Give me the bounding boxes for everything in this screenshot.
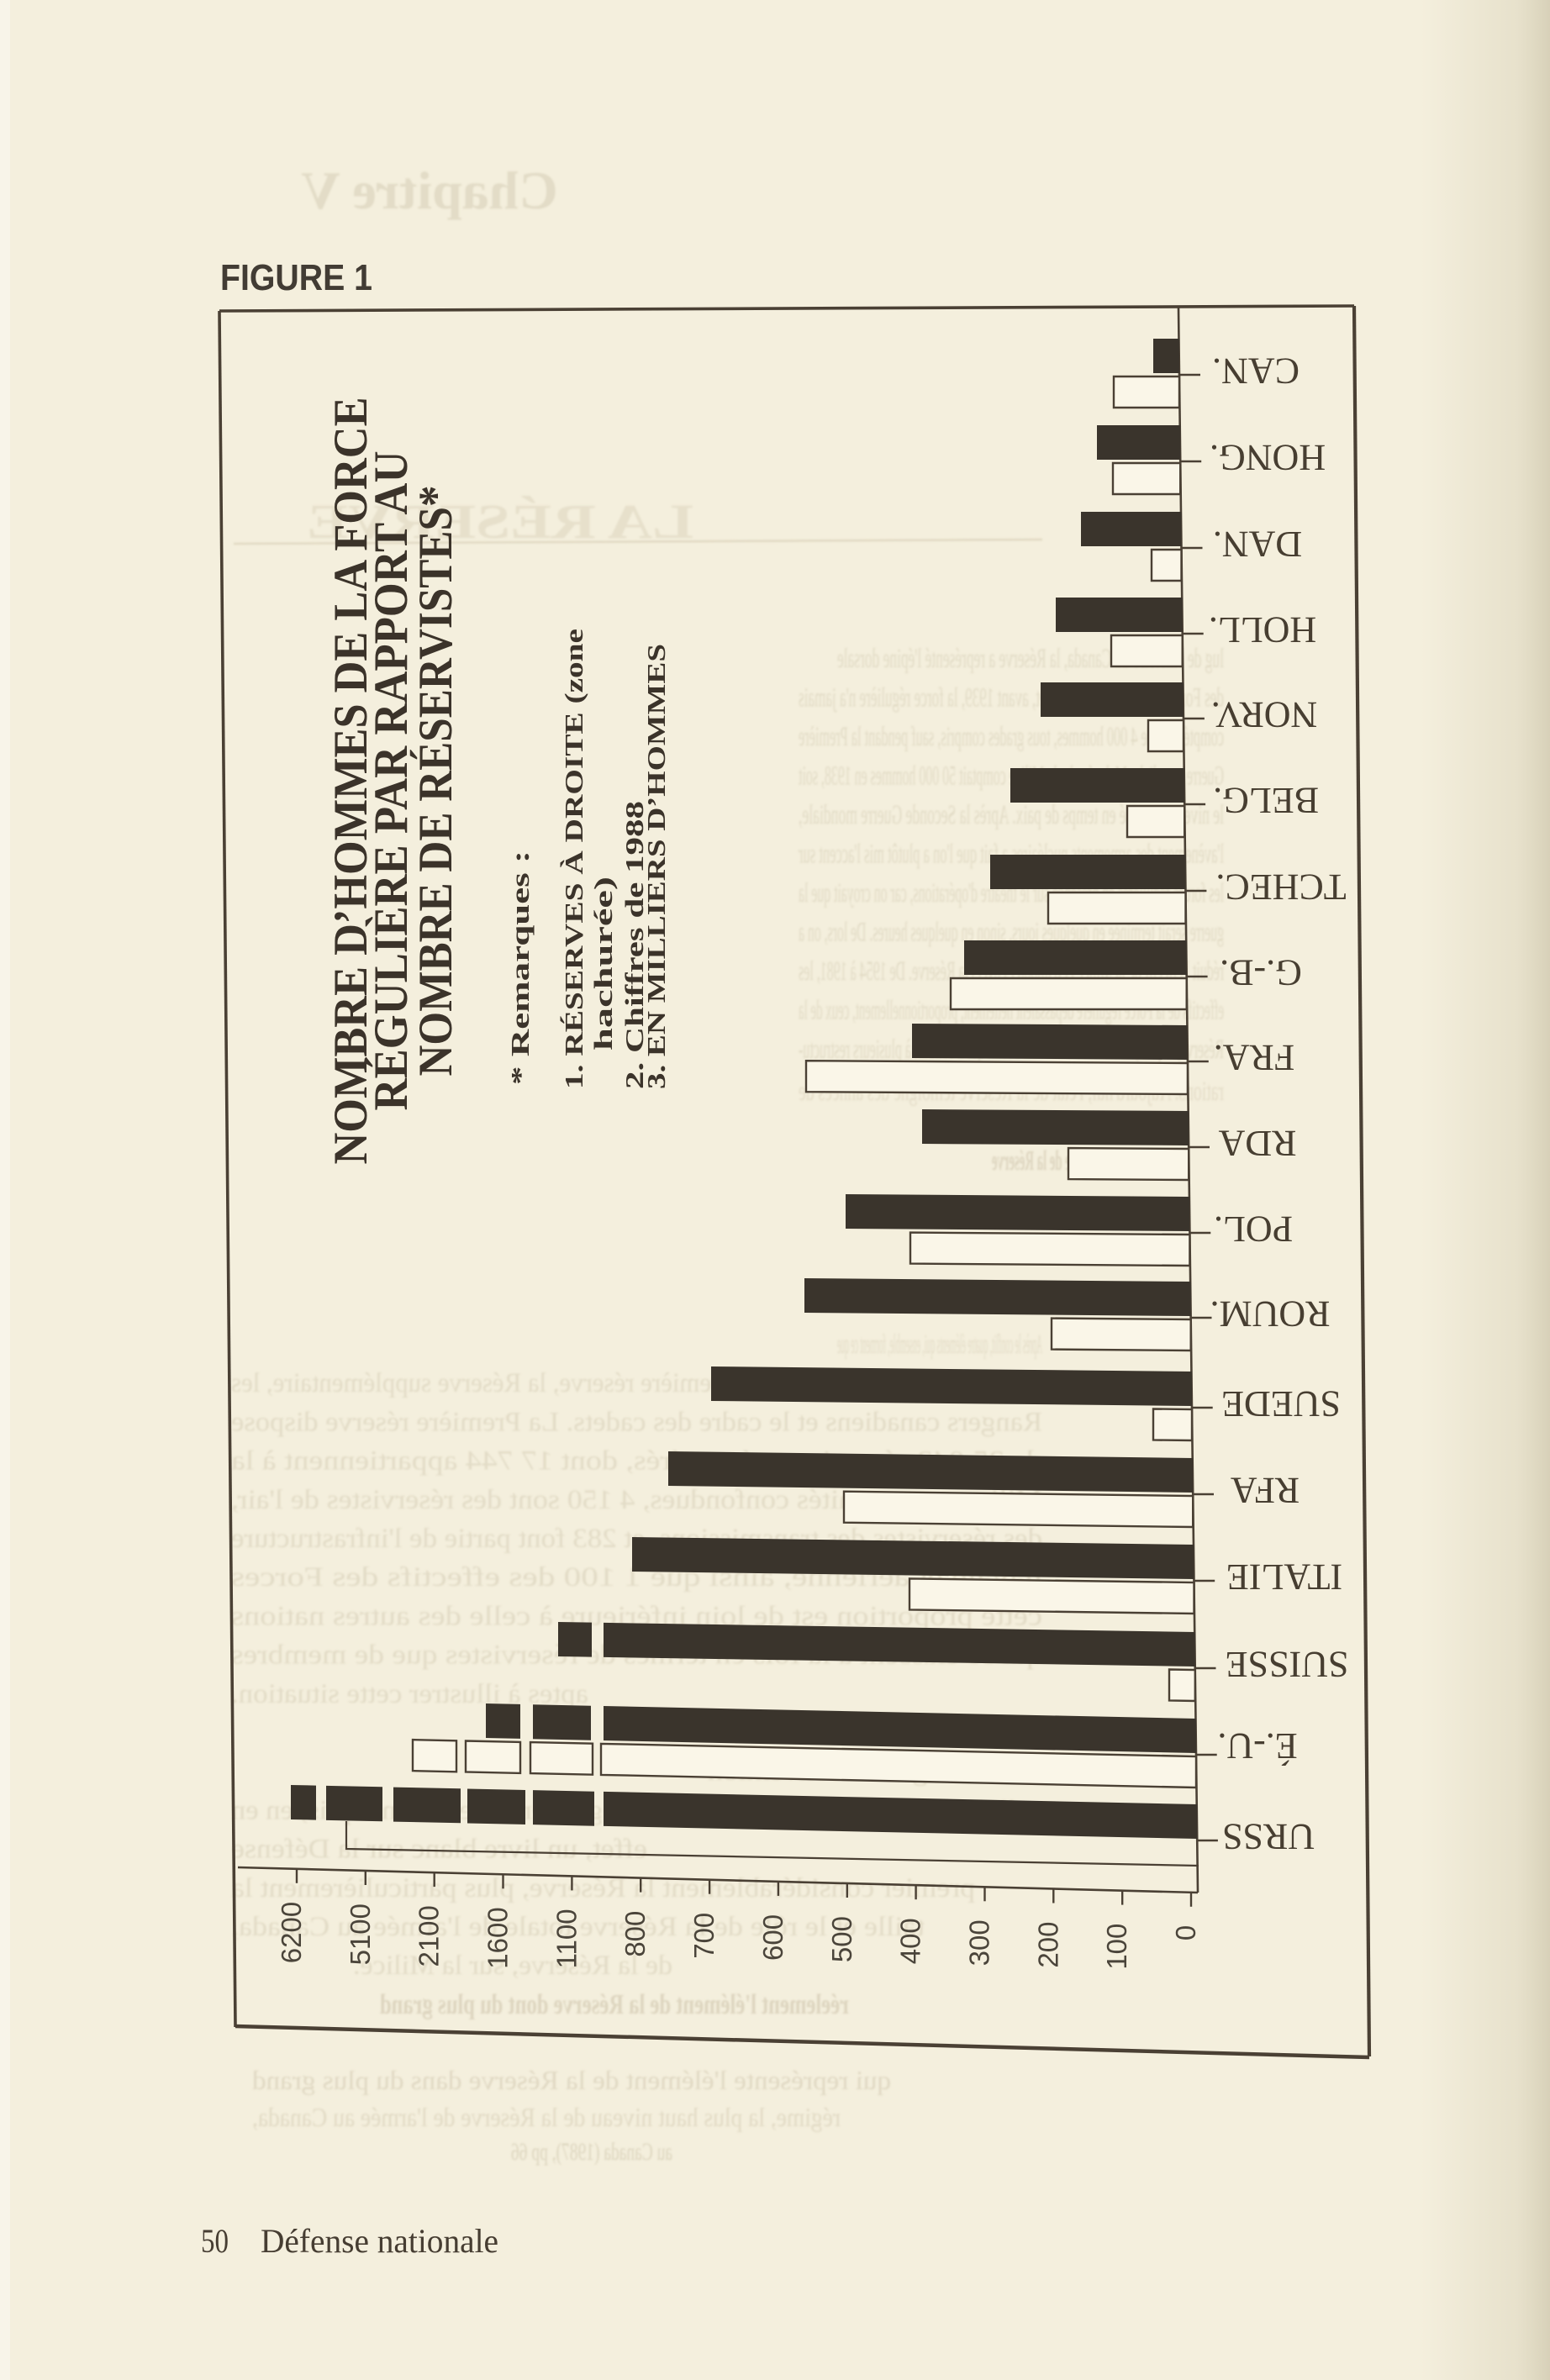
svg-text:Rangers canadiens et le cadre: Rangers canadiens et le cadre des cadets…	[231, 1407, 1042, 1437]
svg-text:HOLL.: HOLL.	[1209, 609, 1316, 650]
svg-text:LA RÉSERVE: LA RÉSERVE	[307, 494, 693, 549]
svg-text:Après le conflit, quatre éléme: Après le conflit, quatre éléments qui, e…	[837, 1330, 1042, 1360]
svg-text:CAN.: CAN.	[1212, 350, 1300, 392]
svg-text:NOMBRE D’HOMMES DE LA FORCE: NOMBRE D’HOMMES DE LA FORCE	[324, 398, 377, 1165]
svg-text:POL.: POL.	[1214, 1208, 1293, 1250]
svg-text:Défense nationale: Défense nationale	[261, 2222, 498, 2260]
svg-text:2. Chiffres de 1988: 2. Chiffres de 1988	[619, 801, 649, 1089]
svg-text:FRA.: FRA.	[1214, 1037, 1295, 1078]
svg-text:400: 400	[895, 1918, 926, 1964]
svg-text:hachurée): hachurée)	[588, 877, 618, 1050]
svg-text:600: 600	[757, 1914, 788, 1961]
svg-text:1100: 1100	[551, 1909, 582, 1968]
svg-text:aptes à illustrer cette situat: aptes à illustrer cette situation.	[231, 1679, 588, 1709]
svg-text:6200: 6200	[276, 1902, 307, 1963]
svg-text:SUEDE: SUEDE	[1221, 1383, 1341, 1424]
svg-text:200: 200	[1032, 1922, 1063, 1968]
svg-text:* Remarques :: * Remarques :	[505, 850, 535, 1085]
svg-text:BELG.: BELG.	[1213, 780, 1319, 821]
svg-text:TCHEC.: TCHEC.	[1215, 866, 1346, 908]
svg-text:ITALIE: ITALIE	[1226, 1556, 1342, 1598]
svg-text:3. EN MILLIERS D’HOMMES: 3. EN MILLIERS D’HOMMES	[641, 644, 671, 1089]
svg-text:HONG.: HONG.	[1210, 437, 1326, 478]
svg-text:Chapitre V: Chapitre V	[301, 161, 557, 220]
svg-text:DAN.: DAN.	[1213, 524, 1302, 565]
svg-text:SUISSE: SUISSE	[1226, 1644, 1349, 1685]
svg-text:0: 0	[1170, 1925, 1201, 1940]
svg-text:800: 800	[619, 1911, 651, 1957]
svg-text:NORV.: NORV.	[1211, 694, 1317, 735]
svg-text:au Canada (1987), pp 66: au Canada (1987), pp 66	[511, 2138, 672, 2166]
svg-text:FIGURE 1: FIGURE 1	[220, 257, 372, 298]
svg-text:É.-U.: É.-U.	[1217, 1725, 1297, 1767]
svg-text:RFA: RFA	[1231, 1470, 1300, 1511]
svg-text:ROUM.: ROUM.	[1210, 1293, 1330, 1335]
svg-text:RÉGULIÈRE PAR RAPPORT AU: RÉGULIÈRE PAR RAPPORT AU	[365, 451, 418, 1111]
svg-text:1600: 1600	[482, 1907, 514, 1968]
svg-text:réelement l'élément de la Rése: réelement l'élément de la Réserve dont d…	[380, 1989, 849, 2020]
svg-text:RDA: RDA	[1218, 1123, 1296, 1164]
svg-text:de la Réserve, sur la Milice.: de la Réserve, sur la Milice.	[353, 1951, 672, 1981]
svg-text:2100: 2100	[414, 1905, 445, 1967]
svg-text:qui représente l'élément de la: qui représente l'élément de la Réserve d…	[252, 2065, 891, 2095]
svg-text:500: 500	[826, 1916, 857, 1962]
svg-text:URSS: URSS	[1222, 1816, 1315, 1857]
svg-text:5100: 5100	[345, 1903, 376, 1965]
svg-text:700: 700	[688, 1913, 720, 1959]
svg-text:100: 100	[1101, 1924, 1132, 1970]
svg-text:effet, un livre blanc sur la D: effet, un livre blanc sur la Défense	[231, 1835, 647, 1865]
svg-text:premier considérablement la Ré: premier considérablement la Réserve, plu…	[231, 1873, 975, 1903]
svg-text:300: 300	[964, 1919, 995, 1966]
svg-text:taille et le rôle de la Réserv: taille et le rôle de la Réserve totale d…	[231, 1912, 925, 1942]
svg-text:1. RÉSERVES À DROITE (zone: 1. RÉSERVES À DROITE (zone	[559, 629, 588, 1089]
svg-text:G.-B.: G.-B.	[1220, 952, 1302, 993]
svg-text:50: 50	[201, 2222, 229, 2260]
svg-text:NOMBRE DE RÉSERVISTES*: NOMBRE DE RÉSERVISTES*	[409, 486, 462, 1077]
svg-text:régime, la plus haut niveau de: régime, la plus haut niveau de la Réserv…	[252, 2102, 841, 2132]
